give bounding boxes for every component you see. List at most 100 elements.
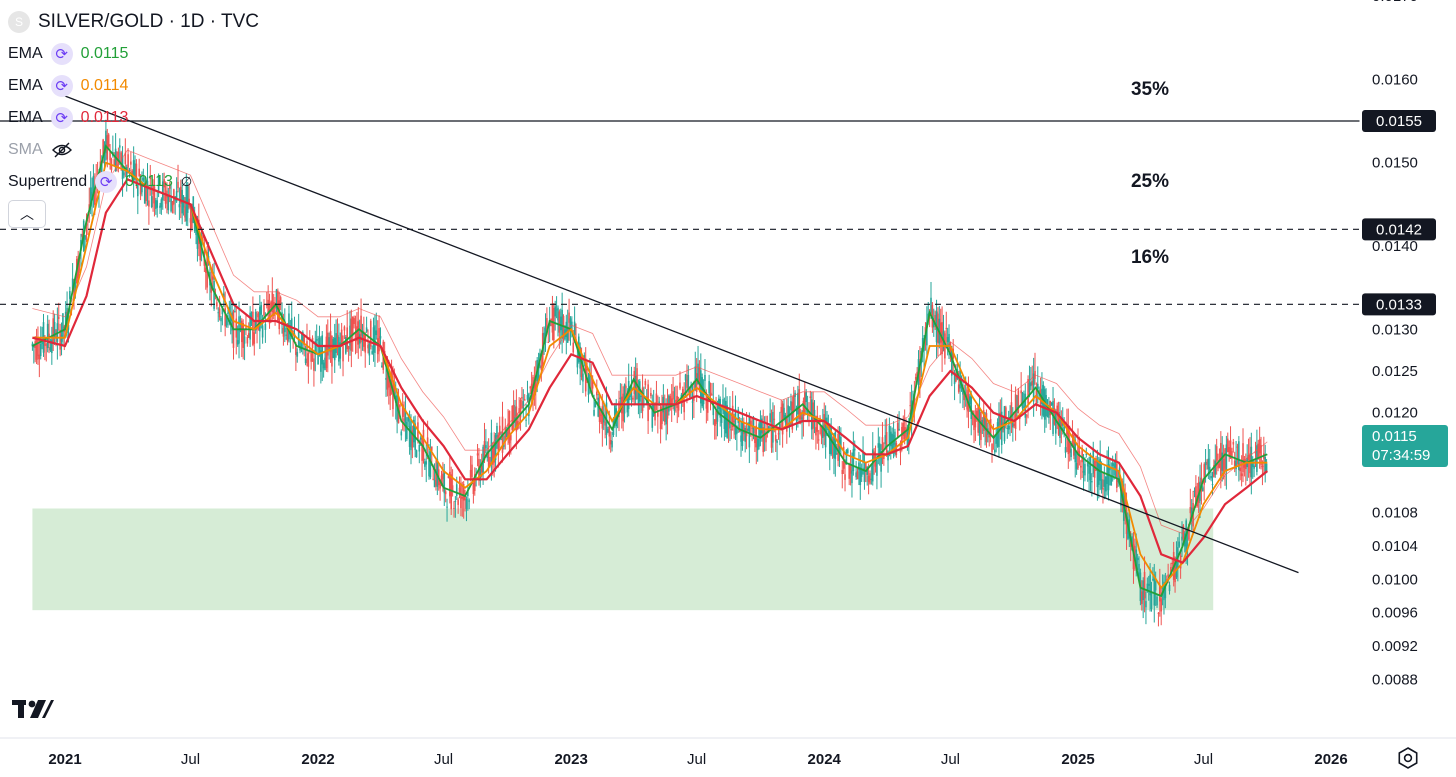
candle-body — [268, 309, 271, 324]
candle-body — [317, 353, 319, 365]
candle-body — [792, 394, 795, 412]
candle-body — [841, 469, 844, 474]
candle-body — [365, 327, 368, 332]
candle-body — [213, 280, 215, 309]
candle-body — [77, 258, 79, 279]
candle-body — [74, 282, 77, 294]
candle-body — [222, 293, 225, 298]
candle-body — [636, 368, 638, 392]
candle-body — [871, 449, 874, 482]
candle-body — [1231, 451, 1233, 458]
candle-body — [433, 479, 436, 488]
candle-body — [234, 311, 236, 313]
candle-body — [378, 328, 380, 352]
candle-body — [457, 499, 459, 505]
candle-body — [591, 378, 594, 389]
downtrend-line[interactable] — [64, 95, 1299, 574]
candle-body — [105, 130, 107, 154]
candle-body — [949, 343, 952, 355]
indicator-value: 0.0113 — [125, 173, 173, 190]
candle-body — [1050, 402, 1053, 406]
candle-body — [282, 327, 285, 337]
refresh-icon[interactable]: ⟳ — [50, 107, 73, 129]
candle-body — [691, 401, 694, 403]
collapse-legend-button[interactable]: ︿ — [8, 200, 46, 228]
candle-body — [472, 482, 475, 494]
candle-body — [1236, 446, 1239, 448]
candle-body — [62, 313, 64, 340]
indicator-row-ema-slow[interactable]: EMA ⟳ 0.0113 — [8, 102, 259, 134]
candle-body — [880, 451, 882, 472]
candle-body — [788, 422, 791, 427]
settings-gear-icon[interactable] — [1396, 746, 1420, 770]
candle-body — [898, 428, 900, 430]
candle-body — [295, 343, 297, 355]
candle-body — [1254, 451, 1257, 454]
eye-hidden-icon[interactable] — [51, 139, 73, 161]
refresh-icon[interactable]: ⟳ — [50, 75, 73, 97]
candle-body — [942, 331, 945, 336]
time-tick-label: Jul — [941, 751, 960, 768]
candle-body — [655, 393, 658, 405]
candle-body — [1193, 490, 1196, 493]
candle-body — [1030, 382, 1032, 387]
candle-body — [338, 337, 340, 362]
candle-body — [865, 463, 867, 469]
candle-body — [1238, 441, 1240, 471]
candle-body — [1258, 439, 1261, 454]
candle-body — [939, 322, 942, 343]
candle-body — [142, 177, 145, 181]
candle-body — [634, 375, 637, 400]
candle-body — [568, 312, 570, 323]
candle-body — [217, 312, 220, 314]
supertrend-line — [32, 149, 1268, 534]
candle-body — [336, 335, 339, 338]
indicator-value: 0.0114 — [80, 77, 129, 94]
candle-body — [926, 322, 928, 346]
candle-body — [403, 418, 405, 422]
candle-body — [779, 423, 781, 428]
candle-body — [1190, 507, 1193, 519]
indicator-row-ema-fast[interactable]: EMA ⟳ 0.0115 — [8, 38, 259, 70]
time-axis[interactable]: 2021 Jul 2022 Jul 2023 Jul 2024 Jul 2025 Jul 2026 — [48, 751, 1347, 768]
candle-body — [263, 304, 265, 316]
candle-body — [177, 181, 179, 189]
candle-body — [876, 459, 878, 476]
refresh-icon[interactable]: ⟳ — [50, 43, 73, 65]
candle-body — [465, 499, 468, 509]
candle-body — [1111, 462, 1114, 466]
indicator-row-ema-mid[interactable]: EMA ⟳ 0.0114 — [8, 70, 259, 102]
candle-body — [303, 336, 306, 346]
candle-body — [406, 421, 408, 440]
candle-body — [387, 373, 390, 388]
candle-body — [1195, 486, 1197, 507]
candle-body — [724, 400, 727, 434]
candle-body — [246, 337, 249, 344]
candle-body — [663, 408, 666, 422]
candle-body — [727, 420, 730, 425]
refresh-icon[interactable]: ⟳ — [95, 171, 118, 193]
candle-body — [1203, 464, 1205, 485]
candle-body — [619, 397, 622, 399]
indicator-row-sma[interactable]: SMA — [8, 134, 259, 166]
candle-body — [989, 419, 992, 437]
candle-body — [589, 373, 591, 388]
symbol-title-row[interactable]: S SILVER/GOLD · 1D · TVC — [8, 6, 259, 38]
price-axis[interactable]: 0.0170 0.0160 0.0150 0.0140 0.0130 0.0125 0.01… — [1372, 0, 1418, 688]
tradingview-logo[interactable] — [12, 698, 54, 720]
price-tags: 0.0155 0.0142 0.0133 0.0115 07:34:59 — [1362, 110, 1448, 467]
candle-body — [1023, 406, 1025, 408]
candle-body — [92, 175, 95, 193]
candle-body — [633, 370, 636, 395]
candle-body — [999, 412, 1002, 426]
candle-body — [991, 443, 993, 453]
candle-body — [1085, 453, 1088, 456]
price-tick-label: 0.0100 — [1372, 571, 1418, 588]
candle-body — [1034, 370, 1036, 379]
candle-body — [615, 408, 618, 427]
candle-body — [503, 444, 505, 447]
indicator-row-supertrend[interactable]: Supertrend ⟳ 0.0113 ∅ — [8, 166, 259, 198]
candle-body — [446, 506, 448, 508]
candle-body — [632, 397, 634, 400]
